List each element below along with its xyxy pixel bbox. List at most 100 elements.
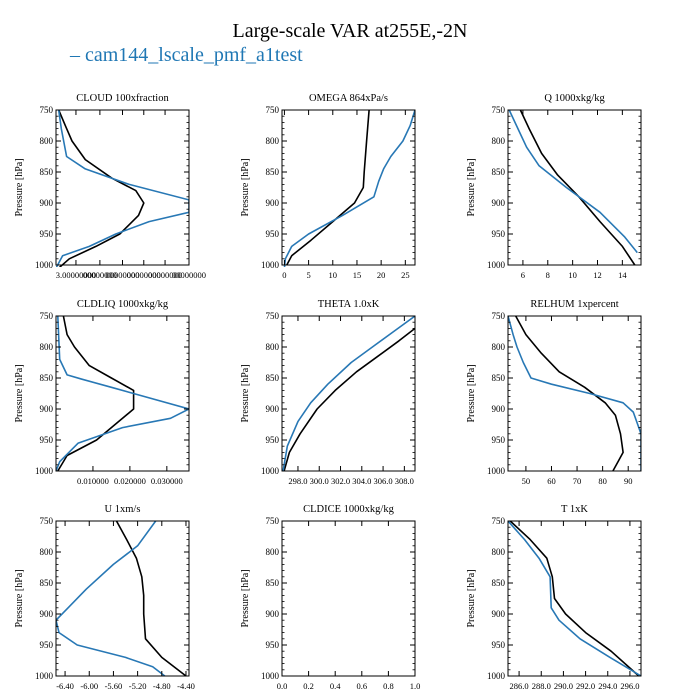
series-line-model	[283, 109, 415, 267]
x-tick-label: 1.0	[410, 681, 421, 691]
x-tick-label: 90	[624, 476, 633, 486]
series-line-obs	[509, 520, 640, 677]
panel-title: CLDLIQ 1000xkg/kg	[77, 299, 169, 310]
y-axis-label: Pressure [hPa]	[240, 158, 251, 216]
chart-panel-3	[508, 109, 638, 266]
x-tick-label: 308.0	[395, 476, 414, 486]
axes-9: T 1xK Pressure [hPa] 750 800 850 900 950 1000 28…	[466, 504, 642, 691]
x-tick-label: 0.4	[330, 681, 341, 691]
axes-7: U 1xm/s Pressure [hPa] 750 800 850 900 950 1000…	[14, 504, 195, 691]
y-tick-label: 750	[266, 105, 280, 115]
y-tick-label: 950	[40, 640, 54, 650]
y-tick-label: 750	[40, 105, 54, 115]
x-tick-label: 0.0	[277, 681, 288, 691]
x-tick-label: 304.0	[352, 476, 371, 486]
x-tick-label: 8	[546, 270, 550, 280]
panel-title: THETA 1.0xK	[318, 299, 380, 310]
y-tick-label: 800	[40, 547, 54, 557]
chart-panel-4	[56, 315, 189, 472]
y-tick-label: 900	[266, 404, 280, 414]
series-line-obs	[286, 109, 370, 266]
x-tick-label: -4.40	[177, 681, 195, 691]
y-tick-label: 800	[266, 136, 280, 146]
x-tick-label: 6	[521, 270, 525, 280]
series-line-obs	[57, 109, 145, 267]
chart-panel-6	[508, 315, 641, 472]
x-tick-label: 294.0	[598, 681, 617, 691]
y-tick-label: 1000	[261, 671, 280, 681]
x-tick-label: 10	[568, 270, 577, 280]
y-tick-label: 850	[40, 578, 54, 588]
panel-title: Q 1000xkg/kg	[544, 93, 605, 104]
y-tick-label: 950	[40, 229, 54, 239]
x-tick-label: 0.030000	[151, 476, 183, 486]
y-tick-label: 1000	[261, 466, 280, 476]
x-tick-label: 0.6	[356, 681, 367, 691]
x-tick-label: 296.0	[620, 681, 639, 691]
y-tick-label: 900	[492, 198, 506, 208]
x-tick-label: 300.0	[310, 476, 329, 486]
panel-title: CLDICE 1000xkg/kg	[303, 504, 394, 515]
y-axis-label: Pressure [hPa]	[14, 569, 25, 627]
y-tick-label: 750	[40, 516, 54, 526]
x-tick-label: 14	[618, 270, 627, 280]
x-tick-label: 70	[573, 476, 582, 486]
y-tick-label: 900	[492, 404, 506, 414]
y-tick-label: 1000	[35, 260, 54, 270]
y-tick-label: 750	[492, 311, 506, 321]
y-tick-label: 850	[492, 578, 506, 588]
x-tick-label: -4.80	[153, 681, 171, 691]
x-tick-label: 5	[306, 270, 310, 280]
series-line-model	[508, 109, 638, 254]
y-tick-label: 1000	[487, 466, 506, 476]
x-tick-label: 60	[547, 476, 556, 486]
x-tick-label: 00000000	[127, 270, 161, 280]
series-line-obs	[115, 520, 187, 677]
chart-panel-9	[508, 520, 641, 677]
figure-title: Large-scale VAR at255E,-2N	[232, 20, 468, 42]
x-tick-label: -5.20	[129, 681, 147, 691]
legend-line-icon: –	[70, 44, 80, 66]
y-tick-label: 1000	[487, 260, 506, 270]
series-line-obs	[519, 109, 636, 266]
x-tick-label: 286.0	[510, 681, 529, 691]
y-tick-label: 900	[266, 198, 280, 208]
series-line-obs	[57, 315, 135, 472]
x-tick-label: 00000000	[148, 270, 182, 280]
y-axis-label: Pressure [hPa]	[14, 364, 25, 422]
y-tick-label: 1000	[35, 466, 54, 476]
y-axis-label: Pressure [hPa]	[466, 569, 477, 627]
panel-title: CLOUD 100xfraction	[76, 93, 169, 104]
series-line-model	[56, 520, 166, 677]
y-tick-label: 1000	[261, 260, 280, 270]
chart-panel-7	[56, 520, 187, 677]
series-line-obs	[283, 327, 415, 472]
y-tick-label: 1000	[35, 671, 54, 681]
x-tick-label: 288.0	[532, 681, 551, 691]
x-tick-label: -6.00	[80, 681, 98, 691]
series-line-model	[508, 520, 641, 677]
y-tick-label: 800	[492, 136, 506, 146]
y-tick-label: 850	[266, 373, 280, 383]
x-tick-label: 80	[598, 476, 607, 486]
x-tick-label: 290.0	[554, 681, 573, 691]
y-tick-label: 1000	[487, 671, 506, 681]
series-line-obs	[514, 315, 624, 472]
y-axis-label: Pressure [hPa]	[466, 158, 477, 216]
series-line-model	[56, 315, 189, 472]
x-tick-label: 0.020000	[114, 476, 146, 486]
chart-panel-5	[282, 315, 415, 472]
series-line-model	[508, 315, 641, 471]
plot-frame	[507, 315, 642, 472]
x-tick-label: 00000000	[106, 270, 140, 280]
axes-6: RELHUM 1xpercent Pressure [hPa] 750 800 850 9…	[466, 299, 642, 486]
y-tick-label: 900	[492, 609, 506, 619]
axes-8: CLDICE 1000xkg/kg Pressure [hPa] 750 800 850…	[240, 504, 420, 691]
y-tick-label: 850	[40, 167, 54, 177]
x-tick-label: 50	[522, 476, 531, 486]
y-tick-label: 800	[40, 342, 54, 352]
y-tick-label: 950	[266, 640, 280, 650]
panel-title: OMEGA 864xPa/s	[309, 93, 388, 104]
y-tick-label: 800	[492, 342, 506, 352]
